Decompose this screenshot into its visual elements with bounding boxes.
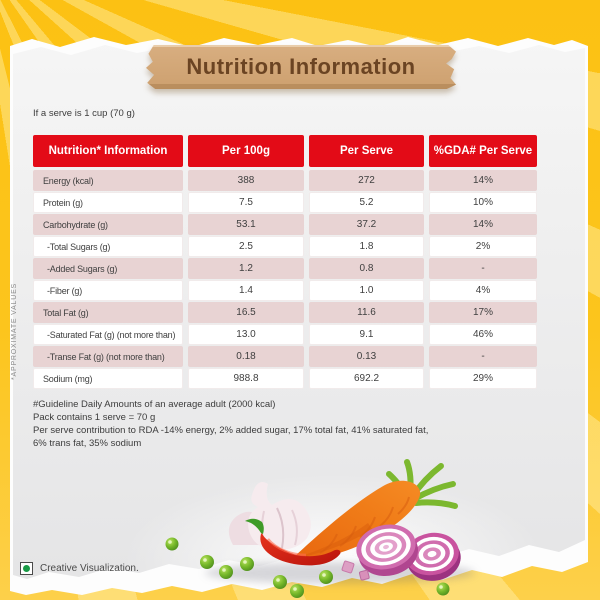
table-row-saturated-fat: -Saturated Fat (g) (not more than) 13.0 …: [33, 324, 537, 345]
table-row-trans-fat: -Transe Fat (g) (not more than) 0.18 0.1…: [33, 346, 537, 367]
diced-onion-cubes-icon: [341, 560, 370, 581]
value-per-100g: 16.5: [188, 302, 304, 323]
value-per-serve: 692.2: [309, 368, 424, 389]
row-label: Energy (kcal): [33, 170, 183, 191]
value-gda: 2%: [429, 236, 537, 257]
table-row-added-sugars: -Added Sugars (g) 1.2 0.8 -: [33, 258, 537, 279]
table-row-total-sugars: -Total Sugars (g) 2.5 1.8 2%: [33, 236, 537, 257]
value-gda: -: [429, 346, 537, 367]
value-gda: -: [429, 258, 537, 279]
table-body: Energy (kcal) 388 272 14% Protein (g) 7.…: [33, 170, 537, 389]
value-per-serve: 11.6: [309, 302, 424, 323]
row-label: -Fiber (g): [33, 280, 183, 301]
title-banner-plank: Nutrition Information: [146, 45, 456, 89]
footnote-gda: #Guideline Daily Amounts of an average a…: [33, 399, 276, 410]
footnote-pack: Pack contains 1 serve = 70 g: [33, 412, 156, 423]
nutrition-table: Nutrition* Information Per 100g Per Serv…: [33, 135, 537, 389]
footnote-rda: Per serve contribution to RDA -14% energ…: [33, 425, 429, 449]
peas-icon: [165, 537, 450, 598]
value-per-100g: 53.1: [188, 214, 304, 235]
veg-dot-icon: [20, 562, 33, 575]
footnotes: #Guideline Daily Amounts of an average a…: [33, 398, 433, 450]
table-row-carbohydrate: Carbohydrate (g) 53.1 37.2 14%: [33, 214, 537, 235]
table-row-protein: Protein (g) 7.5 5.2 10%: [33, 192, 537, 213]
table-row-total-fat: Total Fat (g) 16.5 11.6 17%: [33, 302, 537, 323]
table-header-row: Nutrition* Information Per 100g Per Serv…: [33, 135, 537, 167]
value-per-serve: 0.8: [309, 258, 424, 279]
value-per-serve: 0.13: [309, 346, 424, 367]
row-label: -Saturated Fat (g) (not more than): [33, 324, 183, 345]
serve-size-note: If a serve is 1 cup (70 g): [33, 108, 135, 119]
value-gda: 14%: [429, 170, 537, 191]
table-row-energy: Energy (kcal) 388 272 14%: [33, 170, 537, 191]
value-per-serve: 9.1: [309, 324, 424, 345]
row-label: Sodium (mg): [33, 368, 183, 389]
value-per-serve: 1.8: [309, 236, 424, 257]
value-per-100g: 988.8: [188, 368, 304, 389]
table-header-per-serve: Per Serve: [309, 135, 424, 167]
footer-mark: Creative Visualization.: [20, 562, 139, 575]
table-row-fiber: -Fiber (g) 1.4 1.0 4%: [33, 280, 537, 301]
value-per-serve: 272: [309, 170, 424, 191]
value-per-100g: 2.5: [188, 236, 304, 257]
value-gda: 46%: [429, 324, 537, 345]
row-label: -Total Sugars (g): [33, 236, 183, 257]
onion-slices-icon: [356, 524, 461, 581]
row-label: Carbohydrate (g): [33, 214, 183, 235]
value-gda: 17%: [429, 302, 537, 323]
value-per-100g: 13.0: [188, 324, 304, 345]
value-per-100g: 388: [188, 170, 304, 191]
table-header-per-100g: Per 100g: [188, 135, 304, 167]
value-per-100g: 1.4: [188, 280, 304, 301]
value-per-serve: 37.2: [309, 214, 424, 235]
value-per-serve: 1.0: [309, 280, 424, 301]
table-header-nutrition: Nutrition* Information: [33, 135, 183, 167]
value-per-100g: 7.5: [188, 192, 304, 213]
table-header-gda: %GDA# Per Serve: [429, 135, 537, 167]
value-gda: 10%: [429, 192, 537, 213]
approximate-values-note: *APPROXIMATE VALUES: [11, 282, 18, 380]
chili-icon: [245, 518, 341, 566]
creative-visualization-label: Creative Visualization.: [40, 563, 139, 574]
title-banner: Nutrition Information: [146, 45, 456, 89]
value-gda: 14%: [429, 214, 537, 235]
value-per-100g: 1.2: [188, 258, 304, 279]
page-title: Nutrition Information: [186, 54, 416, 79]
carrot-icon: [292, 459, 458, 560]
value-per-serve: 5.2: [309, 192, 424, 213]
row-label: -Transe Fat (g) (not more than): [33, 346, 183, 367]
value-gda: 29%: [429, 368, 537, 389]
row-label: Total Fat (g): [33, 302, 183, 323]
value-gda: 4%: [429, 280, 537, 301]
row-label: Protein (g): [33, 192, 183, 213]
table-row-sodium: Sodium (mg) 988.8 692.2 29%: [33, 368, 537, 389]
value-per-100g: 0.18: [188, 346, 304, 367]
row-label: -Added Sugars (g): [33, 258, 183, 279]
vegetables-illustration: [165, 459, 475, 598]
